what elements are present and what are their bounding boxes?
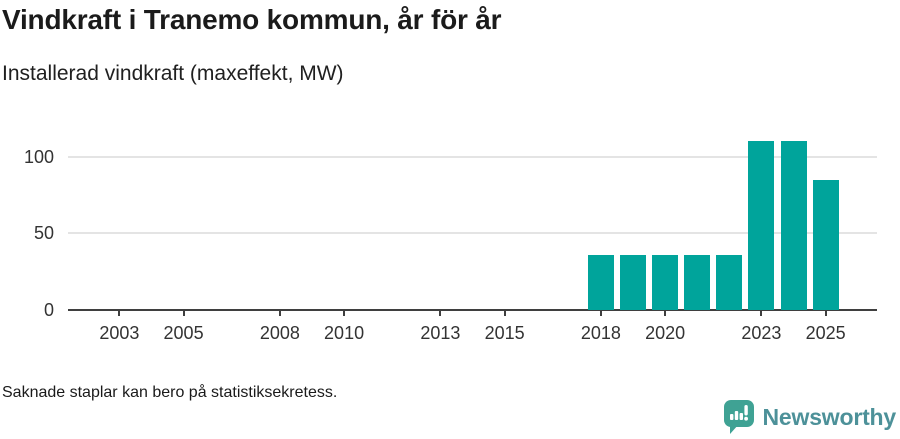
x-axis-line <box>68 309 877 311</box>
gridline-50 <box>68 232 877 235</box>
x-tick-mark <box>824 311 827 316</box>
x-axis-label: 2008 <box>259 323 300 343</box>
bar-2022 <box>716 254 743 310</box>
x-tick-mark <box>664 311 667 316</box>
gridline-100 <box>68 155 877 158</box>
x-axis-label: 2003 <box>99 323 140 343</box>
x-tick-mark <box>439 311 442 316</box>
x-tick-mark <box>278 311 281 316</box>
bar-2024 <box>780 141 807 310</box>
x-axis-label: 2010 <box>324 323 365 343</box>
bar-2020 <box>652 254 679 310</box>
x-tick-mark <box>343 311 346 316</box>
newsworthy-chart-bubble-icon <box>723 400 754 434</box>
x-axis-label: 2013 <box>420 323 461 343</box>
x-axis-label: 2005 <box>163 323 204 343</box>
x-tick-mark <box>760 311 763 316</box>
newsworthy-logo[interactable]: Newsworthy <box>723 399 897 436</box>
x-tick-mark <box>503 311 506 316</box>
footnote-text: Saknade staplar kan bero på statistiksek… <box>2 384 338 401</box>
bar-2018 <box>587 254 614 310</box>
x-axis-label: 2025 <box>805 323 846 343</box>
x-axis-label: 2015 <box>484 323 525 343</box>
bar-2023 <box>748 141 775 310</box>
y-axis-label: 100 <box>23 146 54 167</box>
x-axis-label: 2020 <box>645 323 686 343</box>
x-tick-mark <box>118 311 121 316</box>
bar-2025 <box>812 179 839 310</box>
x-tick-mark <box>599 311 602 316</box>
bar-2019 <box>620 254 647 310</box>
x-axis-label: 2023 <box>741 323 782 343</box>
x-axis-label: 2018 <box>580 323 621 343</box>
x-tick-mark <box>182 311 185 316</box>
newsworthy-wordmark: Newsworthy <box>762 404 897 430</box>
bar-2021 <box>684 254 711 310</box>
chart-subtitle: Installerad vindkraft (maxeffekt, MW) <box>2 62 344 85</box>
y-axis-label: 50 <box>33 223 54 244</box>
y-axis-label: 0 <box>43 300 54 320</box>
chart-title: Vindkraft i Tranemo kommun, år för år <box>2 4 502 35</box>
